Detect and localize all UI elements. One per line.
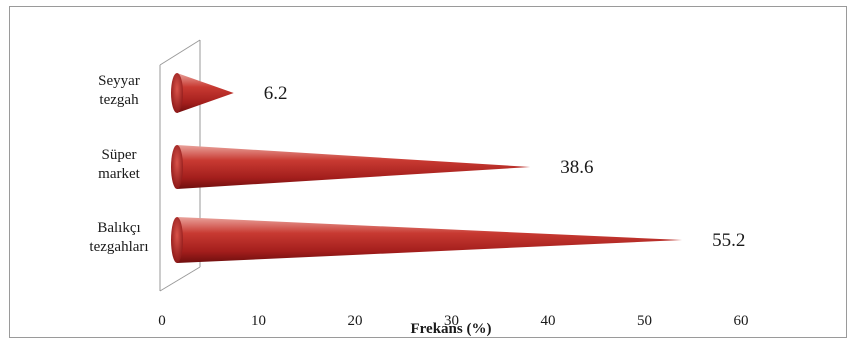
category-label: tezgah bbox=[99, 92, 139, 108]
cone-bar bbox=[171, 73, 234, 113]
data-label: 55.2 bbox=[712, 230, 745, 251]
x-axis-title: Frekans (%) bbox=[411, 321, 492, 337]
x-axis-ticks: 0 10 20 30 40 50 60 bbox=[158, 313, 748, 329]
cone-body bbox=[177, 145, 531, 189]
cone-bar bbox=[171, 145, 531, 189]
bar-chart: Seyyar tezgah Süper market Balıkçı tezgahları… bbox=[89, 39, 749, 337]
cone-body bbox=[177, 217, 683, 263]
x-tick-label: 30 bbox=[444, 313, 459, 329]
x-tick-label: 10 bbox=[251, 313, 266, 329]
data-label: 6.2 bbox=[264, 83, 288, 104]
cone-body bbox=[177, 73, 234, 113]
x-tick-label: 60 bbox=[734, 313, 749, 329]
data-labels: 6.2 38.6 55.2 bbox=[264, 83, 746, 251]
category-label: Balıkçı bbox=[97, 220, 140, 236]
chart-frame: Seyyar tezgah Süper market Balıkçı tezgahları… bbox=[9, 6, 847, 338]
x-tick-label: 20 bbox=[348, 313, 363, 329]
category-label: Seyyar bbox=[98, 73, 140, 89]
cone-base bbox=[171, 217, 183, 263]
cone-base bbox=[171, 145, 183, 189]
data-label: 38.6 bbox=[560, 157, 593, 178]
x-tick-label: 40 bbox=[541, 313, 556, 329]
cone-base bbox=[171, 73, 183, 113]
x-tick-label: 0 bbox=[158, 313, 166, 329]
category-label: market bbox=[98, 166, 140, 182]
x-tick-label: 50 bbox=[637, 313, 652, 329]
cone-series bbox=[171, 73, 683, 263]
category-label: Süper bbox=[102, 147, 137, 163]
cone-bar bbox=[171, 217, 683, 263]
category-label: tezgahları bbox=[89, 239, 148, 255]
category-labels: Seyyar tezgah Süper market Balıkçı tezgahları bbox=[89, 73, 148, 255]
